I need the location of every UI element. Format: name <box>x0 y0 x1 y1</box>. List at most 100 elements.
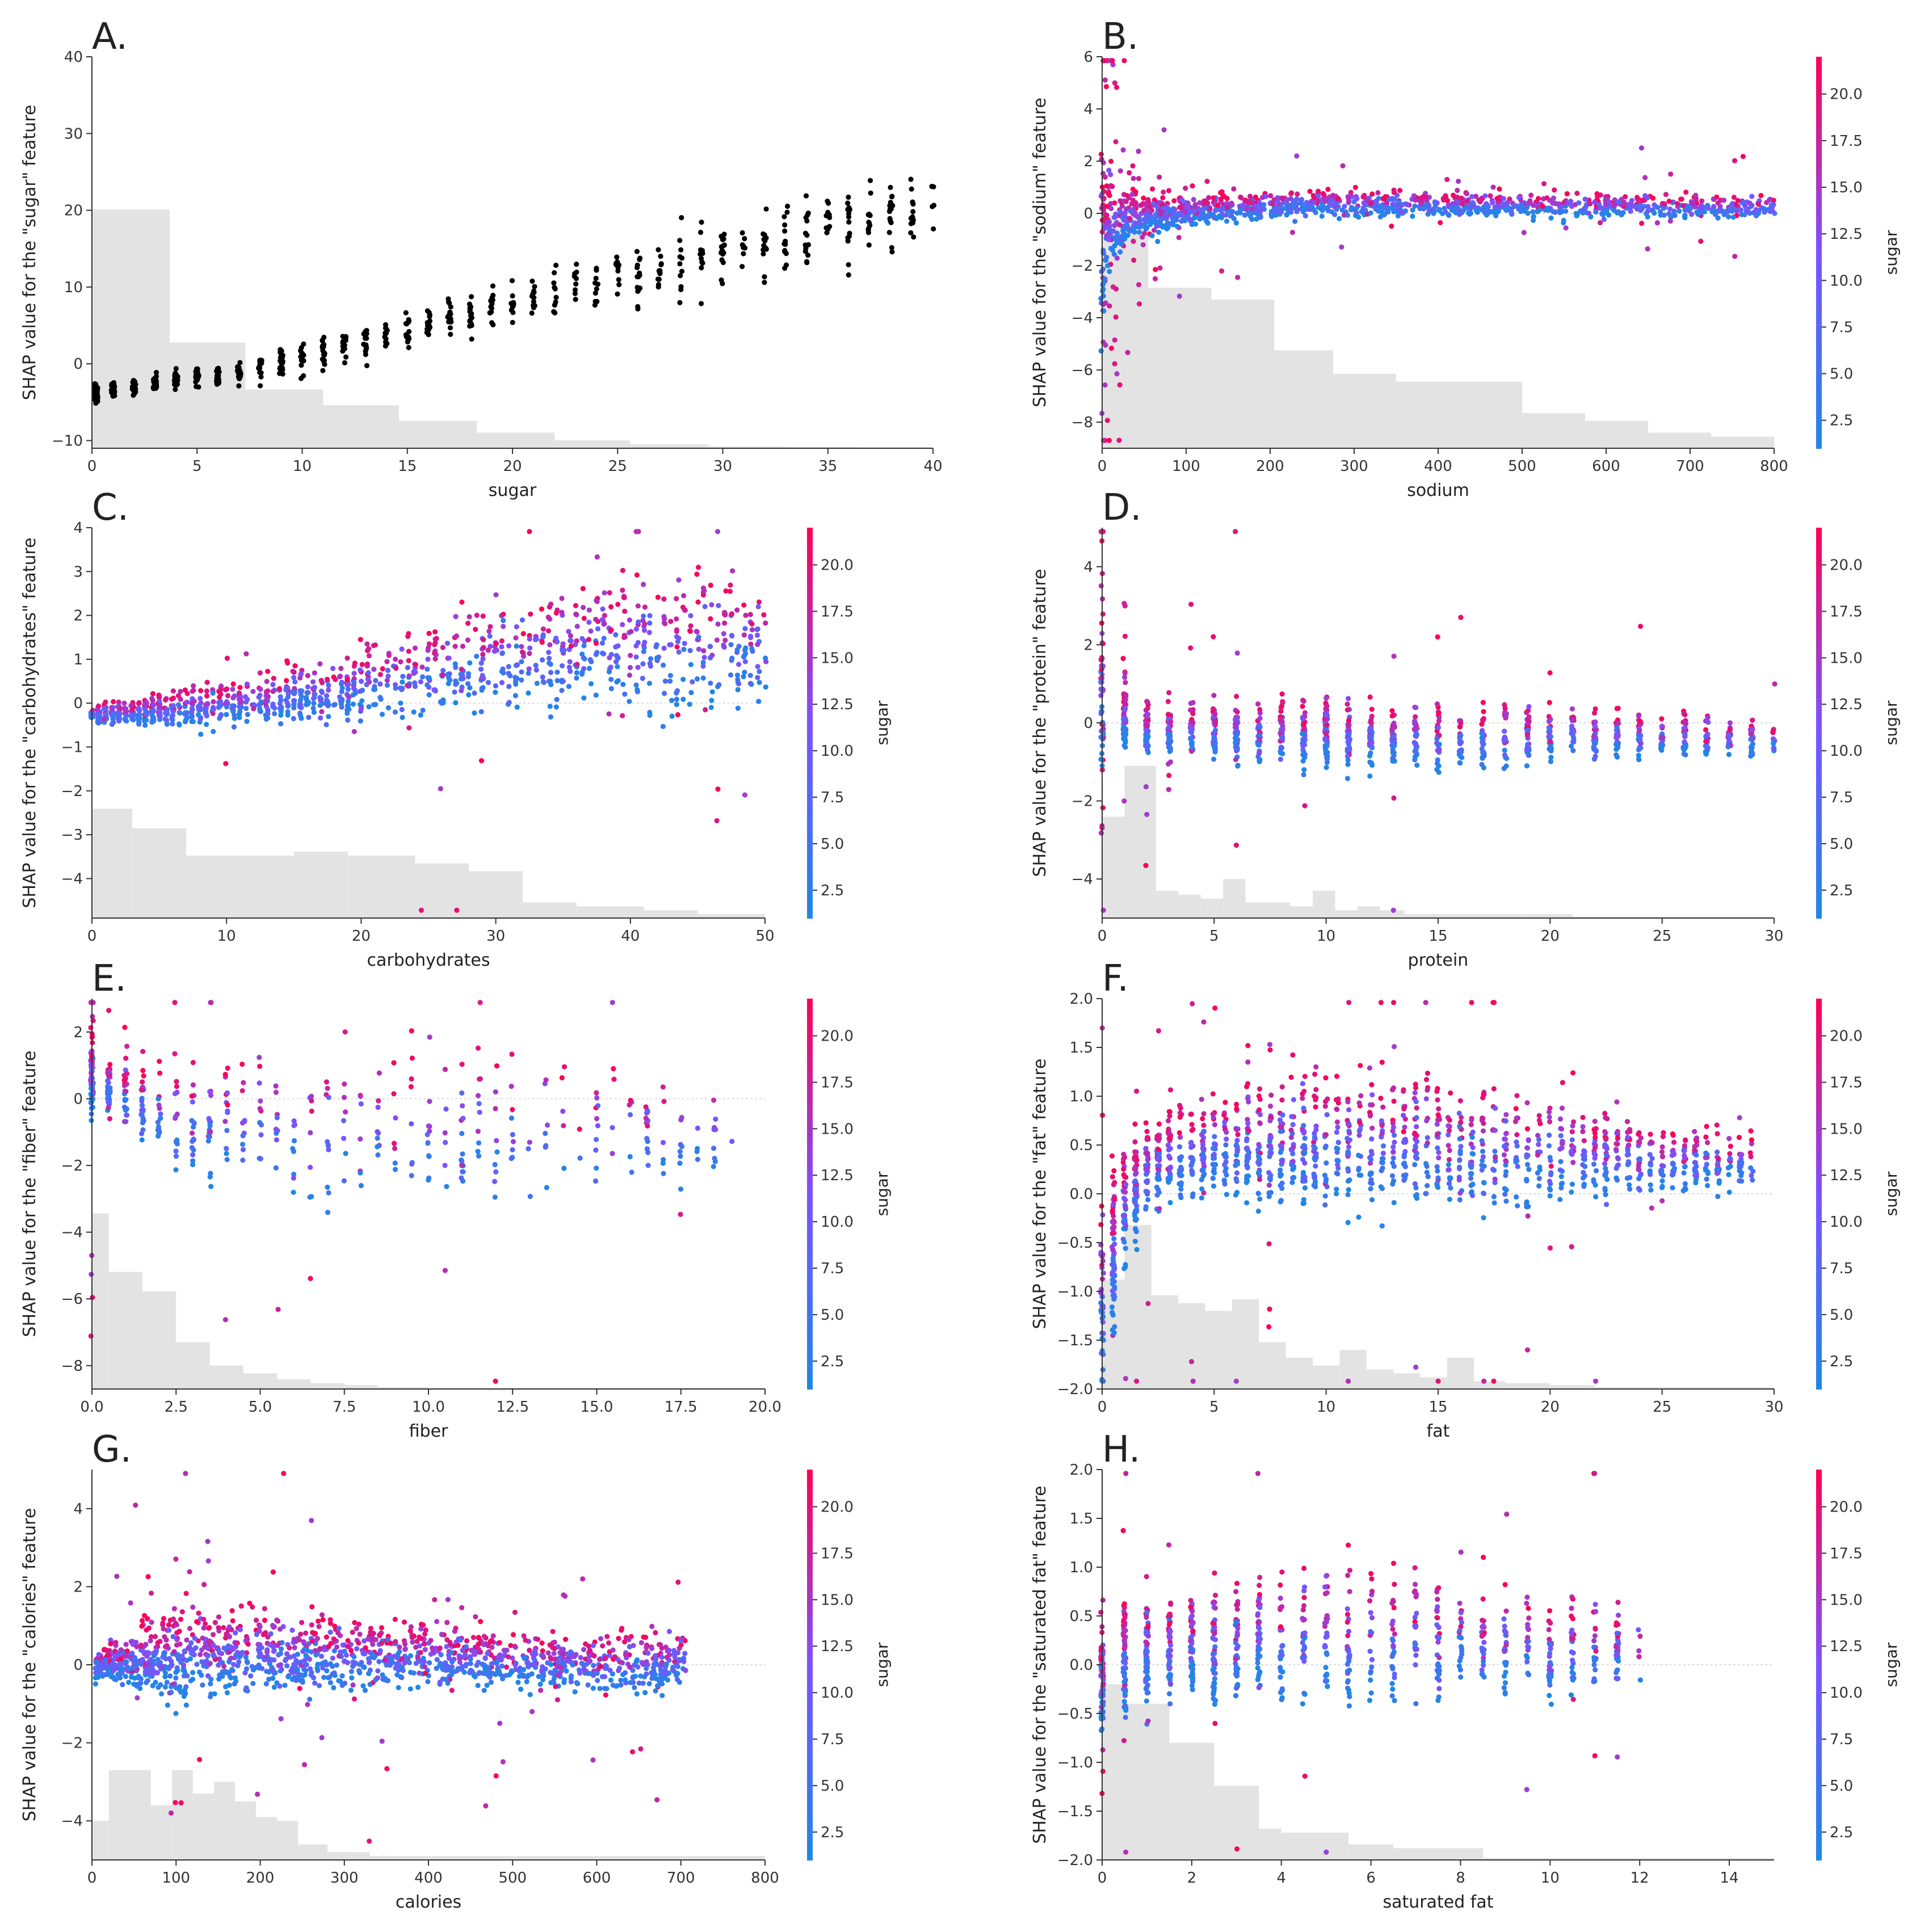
scatter-point <box>1188 707 1194 713</box>
scatter-point <box>1100 247 1106 253</box>
scatter-point <box>400 679 405 685</box>
scatter-point <box>1258 214 1263 220</box>
scatter-point <box>1727 720 1733 726</box>
scatter-point <box>1400 202 1405 208</box>
scatter-point <box>741 632 747 638</box>
scatter-point <box>1145 699 1150 705</box>
scatter-point <box>1592 199 1598 205</box>
scatter-point <box>1344 746 1350 752</box>
scatter-point <box>468 294 474 300</box>
scatter-point <box>217 687 224 693</box>
scatter-point <box>577 1155 583 1161</box>
scatter-point <box>197 696 203 701</box>
scatter-point <box>107 1062 113 1067</box>
colorbar-segment <box>807 534 813 541</box>
scatter-point <box>1117 209 1123 214</box>
scatter-point <box>552 310 558 315</box>
scatter-point <box>506 671 511 676</box>
colorbar-segment <box>807 853 813 860</box>
scatter-point <box>1431 207 1436 212</box>
scatter-point <box>823 225 829 231</box>
colorbar-segment <box>807 632 813 639</box>
scatter-point <box>1190 719 1196 726</box>
scatter-point <box>1483 208 1489 213</box>
scatter-point <box>866 220 872 225</box>
hist-bar <box>1274 350 1333 448</box>
scatter-point <box>1662 201 1667 207</box>
scatter-point <box>406 649 411 654</box>
scatter-point <box>763 659 769 664</box>
scatter-point <box>1131 257 1137 263</box>
scatter-point <box>444 1184 449 1189</box>
scatter-point <box>1734 208 1740 214</box>
y-tick-label: −1 <box>61 739 83 756</box>
y-tick-label: 1 <box>73 651 83 668</box>
scatter-point <box>608 676 614 683</box>
scatter-point <box>1112 243 1117 249</box>
scatter-point <box>1657 209 1663 214</box>
scatter-point <box>372 642 378 648</box>
scatter-point <box>1480 742 1486 748</box>
scatter-point <box>573 611 579 617</box>
scatter-point <box>573 603 578 608</box>
scatter-point <box>1113 85 1120 90</box>
scatter-point <box>1257 722 1262 728</box>
scatter-point <box>132 378 137 384</box>
scatter-point <box>110 387 115 393</box>
scatter-point <box>1346 718 1352 723</box>
scatter-point <box>574 675 579 681</box>
scatter-point <box>488 624 493 630</box>
scatter-point <box>1389 713 1395 719</box>
scatter-point <box>661 691 667 696</box>
scatter-point <box>1412 748 1418 754</box>
scatter-point <box>1247 214 1254 220</box>
scatter-point <box>208 1000 213 1005</box>
colorbar-segment <box>807 592 813 600</box>
scatter-point <box>1480 196 1485 201</box>
scatter-point <box>674 688 680 694</box>
scatter-point <box>150 386 157 392</box>
scatter-point <box>1444 176 1450 183</box>
scatter-point <box>1473 208 1479 213</box>
scatter-point <box>1158 212 1163 217</box>
scatter-point <box>438 786 443 792</box>
scatter-point <box>1530 209 1536 214</box>
scatter-point <box>257 1063 263 1069</box>
scatter-point <box>621 633 627 638</box>
scatter-point <box>278 709 284 714</box>
hist-bar <box>630 444 708 448</box>
colorbar-segment <box>1816 161 1822 169</box>
scatter-point <box>363 335 368 340</box>
scatter-point <box>1191 197 1196 203</box>
scatter-point <box>346 694 351 700</box>
scatter-point <box>103 705 109 710</box>
scatter-point <box>1212 727 1218 733</box>
scatter-point <box>320 338 325 343</box>
colorbar-segment <box>1816 305 1822 312</box>
y-tick-label: 0 <box>1083 205 1093 222</box>
scatter-point <box>1144 712 1149 718</box>
scatter-point <box>472 690 477 696</box>
scatter-point <box>1601 217 1607 222</box>
scatter-point <box>164 706 170 712</box>
scatter-point <box>467 301 472 307</box>
scatter-point <box>647 613 653 618</box>
scatter-point <box>647 709 653 715</box>
colorbar-segment <box>1816 318 1822 325</box>
scatter-point <box>721 631 726 637</box>
scatter-point <box>392 1146 398 1151</box>
scatter-point <box>566 664 572 670</box>
scatter-point <box>586 620 592 625</box>
colorbar-segment <box>1816 723 1822 730</box>
scatter-point <box>1615 721 1621 726</box>
scatter-point <box>1155 238 1161 245</box>
scatter-point <box>1127 216 1133 221</box>
scatter-point <box>493 1089 498 1095</box>
scatter-point <box>1149 233 1155 238</box>
scatter-point <box>593 616 599 622</box>
scatter-point <box>1748 736 1754 742</box>
scatter-point <box>350 701 356 707</box>
scatter-point <box>230 695 236 701</box>
scatter-point <box>1368 741 1373 747</box>
